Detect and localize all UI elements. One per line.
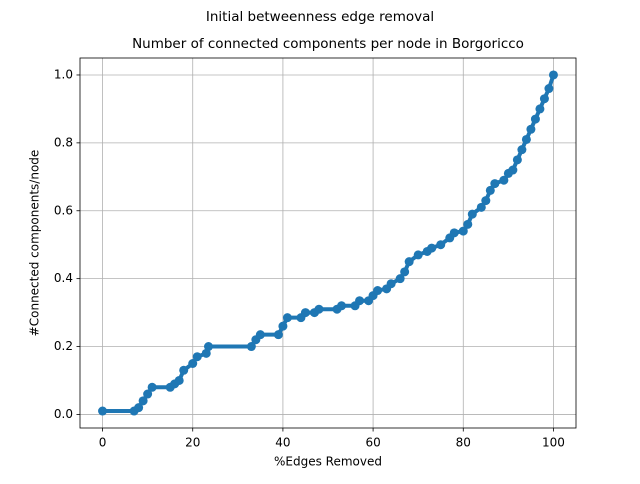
data-point bbox=[463, 219, 473, 229]
data-point bbox=[508, 165, 518, 175]
data-point bbox=[400, 267, 410, 277]
data-point bbox=[278, 321, 288, 331]
data-point bbox=[179, 365, 189, 375]
data-point bbox=[526, 124, 536, 134]
data-point bbox=[517, 145, 527, 155]
data-point bbox=[544, 84, 554, 94]
y-tick-label: 0.0 bbox=[54, 407, 73, 421]
data-point bbox=[481, 196, 491, 206]
y-tick-label: 0.6 bbox=[54, 203, 73, 217]
x-tick-label: 20 bbox=[185, 436, 200, 450]
x-tick-label: 80 bbox=[456, 436, 471, 450]
x-tick-label: 100 bbox=[542, 436, 565, 450]
y-tick-label: 0.4 bbox=[54, 271, 73, 285]
data-point bbox=[476, 202, 486, 212]
data-point bbox=[530, 114, 540, 124]
data-point bbox=[436, 240, 446, 250]
data-point bbox=[134, 403, 144, 413]
data-point bbox=[404, 257, 414, 267]
data-point bbox=[246, 342, 256, 352]
data-point bbox=[413, 250, 423, 260]
data-point bbox=[490, 179, 500, 189]
data-point bbox=[188, 359, 198, 369]
data-point bbox=[427, 243, 437, 253]
x-tick-label: 40 bbox=[275, 436, 290, 450]
data-point bbox=[548, 70, 558, 80]
x-tick-label: 0 bbox=[99, 436, 107, 450]
data-point bbox=[449, 228, 459, 238]
x-axis-label: %Edges Removed bbox=[274, 455, 382, 469]
data-point bbox=[147, 382, 157, 392]
data-point bbox=[395, 274, 405, 284]
data-point bbox=[485, 185, 495, 195]
data-point bbox=[467, 209, 477, 219]
data-point bbox=[192, 352, 202, 362]
y-axis-label: #Connected components/node bbox=[28, 150, 42, 337]
y-tick-label: 0.8 bbox=[54, 135, 73, 149]
data-point bbox=[201, 348, 211, 358]
chart-title: Number of connected components per node … bbox=[132, 36, 524, 52]
data-point bbox=[337, 301, 347, 311]
data-point bbox=[98, 406, 108, 416]
plot-frame bbox=[79, 57, 577, 429]
y-tick-label: 0.2 bbox=[54, 339, 73, 353]
data-point bbox=[521, 134, 531, 144]
data-point bbox=[204, 342, 214, 352]
x-tick-label: 60 bbox=[365, 436, 380, 450]
data-point bbox=[255, 330, 265, 340]
data-point bbox=[499, 175, 509, 185]
data-line bbox=[102, 74, 556, 414]
data-point bbox=[539, 94, 549, 104]
data-point bbox=[373, 286, 383, 296]
data-point bbox=[282, 313, 292, 323]
data-point bbox=[458, 226, 468, 236]
data-point bbox=[138, 396, 148, 406]
data-point bbox=[273, 330, 283, 340]
data-point bbox=[314, 304, 324, 314]
data-point bbox=[174, 375, 184, 385]
data-point bbox=[386, 279, 396, 289]
data-point bbox=[300, 308, 310, 318]
suptitle: Initial betweenness edge removal bbox=[206, 9, 434, 25]
data-point bbox=[535, 104, 545, 114]
data-point bbox=[355, 296, 365, 306]
data-point bbox=[143, 389, 153, 399]
data-point bbox=[512, 155, 522, 165]
y-tick-label: 1.0 bbox=[54, 67, 73, 81]
